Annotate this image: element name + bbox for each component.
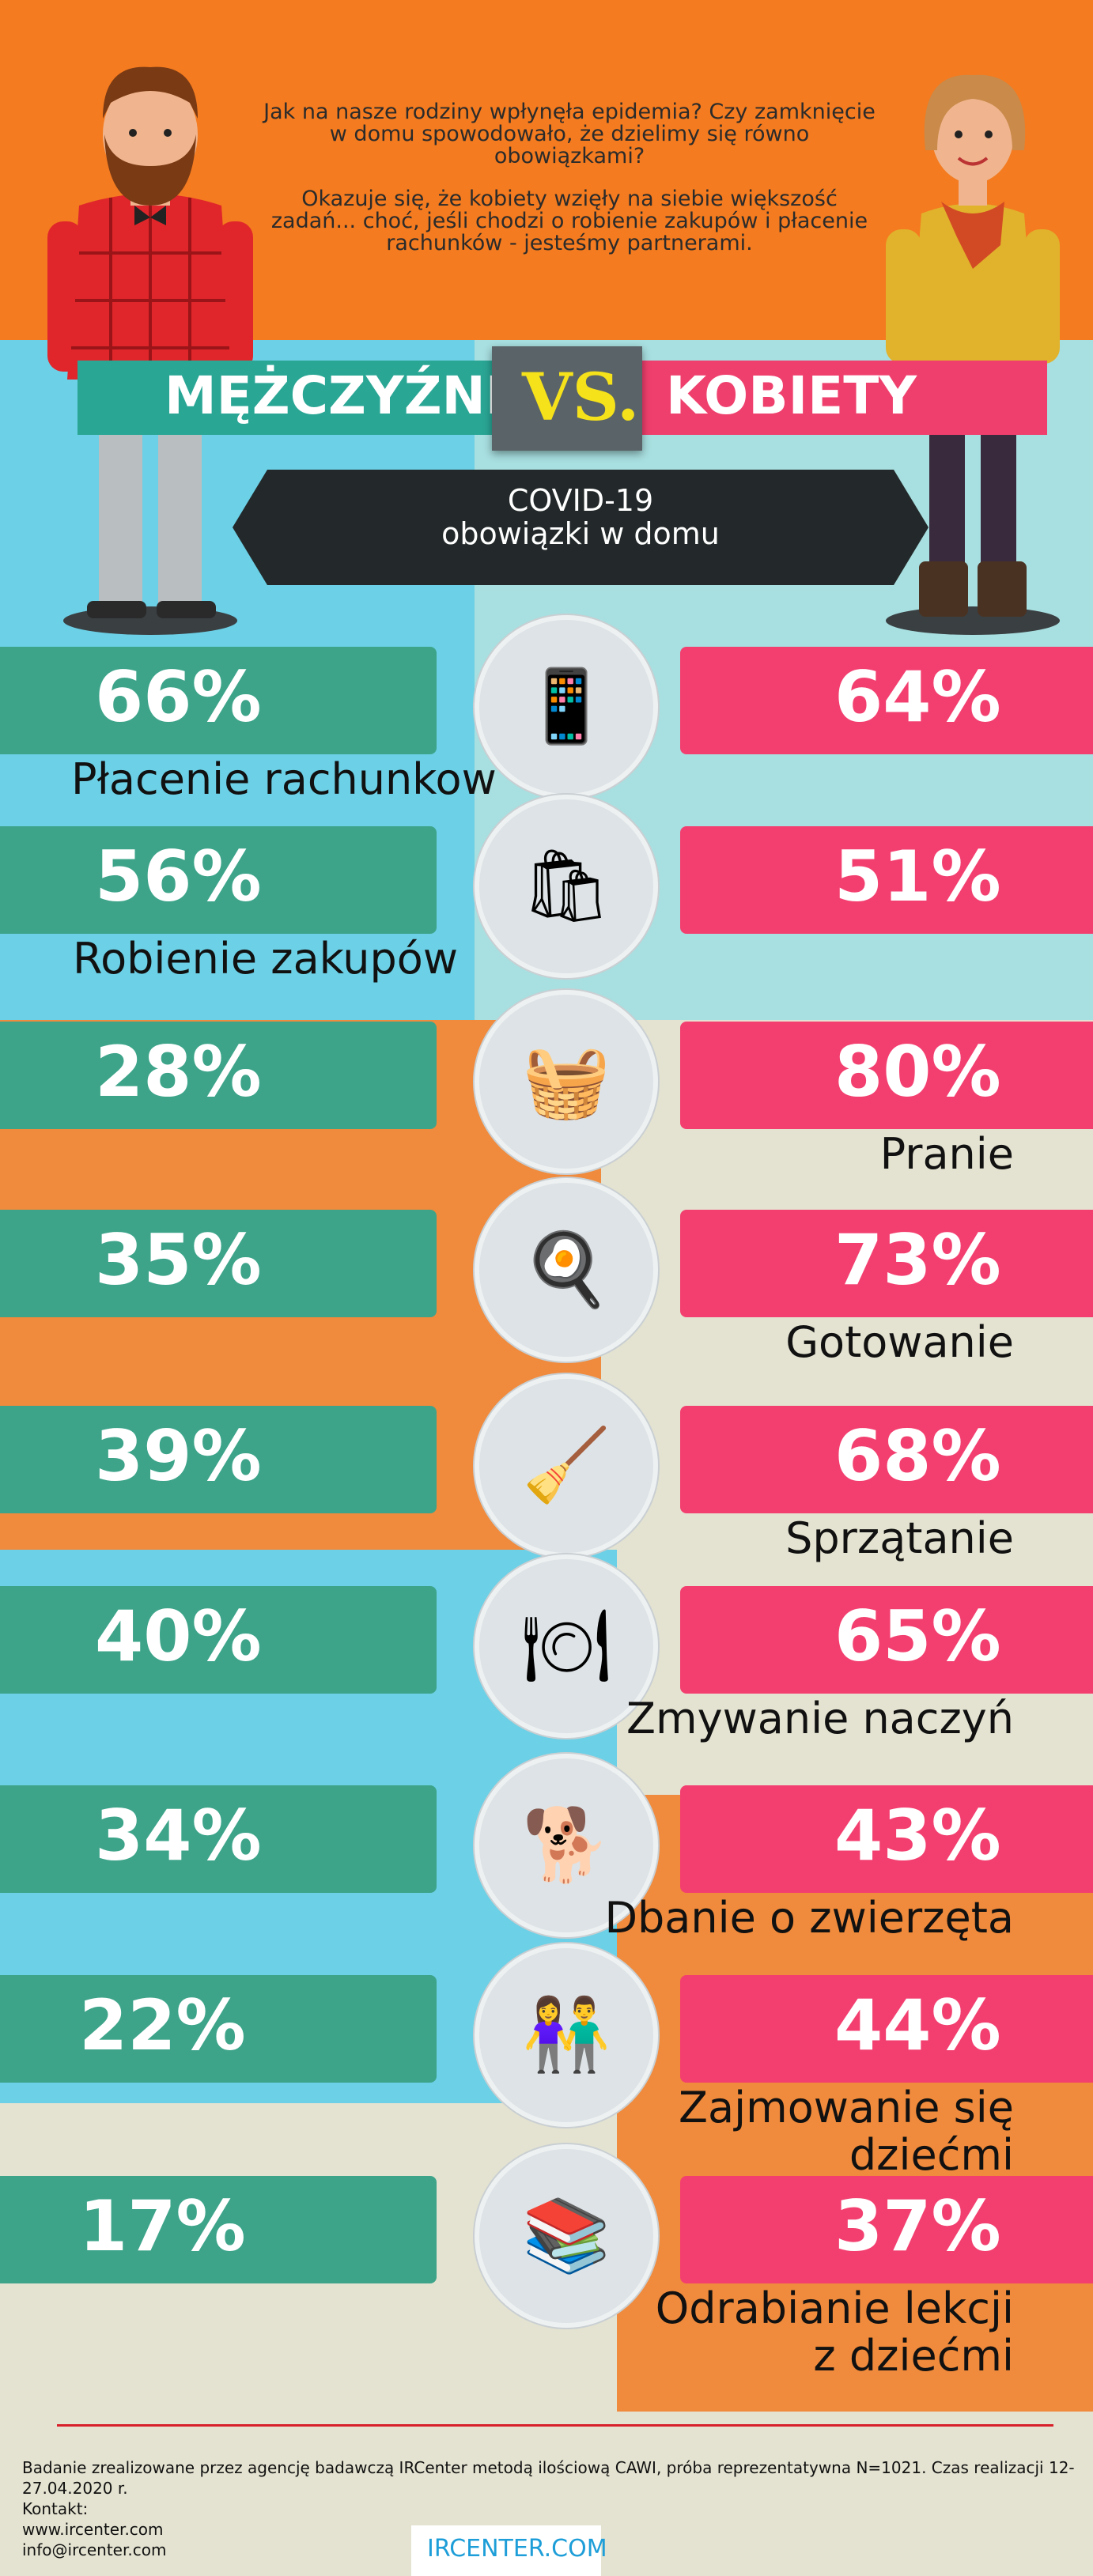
subtitle-line: obowiązki w domu	[441, 516, 720, 551]
women-value-label: 51%	[834, 836, 1001, 917]
men-value-label: 22%	[79, 1985, 246, 2066]
subtitle-banner	[233, 470, 928, 585]
category-label-line: Sprzątanie	[785, 1513, 1014, 1563]
phone-payment-icon-glyph: 📱	[521, 665, 611, 748]
category-label-line: Zajmowanie się	[679, 2083, 1014, 2132]
women-bar	[680, 1022, 1093, 1129]
man-illustration	[47, 66, 253, 635]
category-label: Odrabianie lekcji z dziećmi	[656, 2285, 1014, 2380]
men-value-label: 56%	[95, 836, 262, 917]
category-label: Płacenie rachunkow	[71, 756, 497, 803]
homework-table-icon-glyph: 📚	[521, 2194, 611, 2277]
intro-paragraph: Okazuje się, że kobiety wzięły na siebie…	[270, 187, 868, 255]
women-value-label: 43%	[834, 1795, 1001, 1876]
intro-text: Jak na nasze rodziny wpłynęła epidemia? …	[261, 101, 878, 275]
men-value-label: 39%	[95, 1415, 262, 1497]
logo-box	[411, 2525, 601, 2576]
vs-label: VS.	[522, 360, 640, 436]
women-bar	[680, 1586, 1093, 1694]
category-label: Pranie	[880, 1131, 1014, 1178]
women-bar	[680, 1406, 1093, 1513]
children-icon-glyph: 👫	[521, 1993, 611, 2076]
category-label-line: Zmywanie naczyń	[626, 1694, 1014, 1743]
stove-icon-glyph: 🍳	[521, 1228, 611, 1311]
dishes-icon: 🍽	[475, 1554, 658, 1738]
broom-icon-glyph: 🧹	[521, 1424, 611, 1507]
website-link[interactable]: www.ircenter.com	[22, 2520, 164, 2539]
dog-icon: 🐕	[475, 1754, 658, 1937]
men-value-label: 40%	[95, 1596, 262, 1677]
women-bar	[680, 647, 1093, 754]
women-bar	[680, 1785, 1093, 1893]
category-label-line: Robienie zakupów	[73, 934, 459, 984]
men-bar	[0, 1406, 437, 1513]
category-label: Zajmowanie się dziećmi	[679, 2084, 1014, 2179]
footnote: Badanie zrealizowane przez agencję badaw…	[22, 2457, 1093, 2560]
women-value-label: 44%	[834, 1985, 1001, 2066]
women-value-label: 64%	[834, 656, 1001, 738]
category-label: Sprzątanie	[785, 1515, 1014, 1562]
children-icon: 👫	[475, 1943, 658, 2127]
category-label: Zmywanie naczyń	[626, 1695, 1014, 1743]
men-bar	[0, 1022, 437, 1129]
shopping-person-icon-glyph: 🛍	[520, 844, 612, 927]
subtitle-text: COVID-19 obowiązki w domu	[233, 484, 928, 550]
women-value-label: 68%	[834, 1415, 1001, 1497]
men-value-label: 35%	[95, 1219, 262, 1301]
category-label-line: Gotowanie	[785, 1317, 1014, 1367]
men-bar	[0, 826, 437, 934]
men-bar	[0, 1210, 437, 1317]
women-bar	[680, 826, 1093, 934]
women-header-bar	[641, 361, 1047, 435]
category-label-line: z dziećmi	[813, 2331, 1014, 2381]
logo: IRCENTER.COM	[427, 2535, 607, 2563]
men-bar	[0, 1975, 437, 2083]
women-value-label: 37%	[834, 2185, 1001, 2267]
men-bar	[0, 647, 437, 754]
dishes-icon-glyph: 🍽	[520, 1604, 612, 1687]
shopping-person-icon: 🛍	[475, 795, 658, 978]
washing-machine-icon: 🧺	[475, 990, 658, 1173]
men-value-label: 28%	[95, 1031, 262, 1112]
women-bar	[680, 2176, 1093, 2283]
category-label-line: Odrabianie lekcji	[655, 2283, 1014, 2333]
women-bar	[680, 1210, 1093, 1317]
methodology-note: Badanie zrealizowane przez agencję badaw…	[22, 2458, 1075, 2498]
contact-label: Kontakt:	[22, 2499, 89, 2518]
men-value-label: 66%	[95, 656, 262, 738]
women-value-label: 80%	[834, 1031, 1001, 1112]
category-label-line: Dbanie o zwierzęta	[604, 1893, 1014, 1943]
phone-payment-icon: 📱	[475, 615, 658, 799]
men-value-label: 34%	[95, 1795, 262, 1876]
women-value-label: 65%	[834, 1596, 1001, 1677]
category-label: Gotowanie	[785, 1319, 1014, 1366]
men-bar	[0, 1586, 437, 1694]
men-value-label: 17%	[79, 2185, 246, 2267]
category-label-line: Płacenie rachunkow	[71, 754, 497, 804]
men-title: MĘŻCZYŹNI	[165, 365, 505, 426]
dog-icon-glyph: 🐕	[521, 1804, 611, 1887]
email-link[interactable]: info@ircenter.com	[22, 2540, 167, 2559]
stove-icon: 🍳	[475, 1178, 658, 1362]
women-title: KOBIETY	[666, 365, 917, 426]
broom-icon: 🧹	[475, 1374, 658, 1558]
category-label-line: dziećmi	[849, 2130, 1014, 2180]
intro-paragraph: Jak na nasze rodziny wpłynęła epidemia? …	[263, 100, 876, 168]
women-bar	[680, 1975, 1093, 2083]
men-bar	[0, 1785, 437, 1893]
women-value-label: 73%	[834, 1219, 1001, 1301]
homework-table-icon: 📚	[475, 2144, 658, 2328]
category-label: Robienie zakupów	[73, 935, 458, 983]
category-label: Dbanie o zwierzęta	[604, 1894, 1014, 1942]
background-panel	[617, 1795, 1093, 2412]
men-bar	[0, 2176, 437, 2283]
divider-line	[57, 2424, 1053, 2427]
men-header-bar	[78, 361, 497, 435]
vs-box	[492, 346, 642, 451]
subtitle-line: COVID-19	[507, 483, 654, 518]
washing-machine-icon-glyph: 🧺	[521, 1040, 611, 1123]
category-label-line: Pranie	[879, 1129, 1014, 1179]
